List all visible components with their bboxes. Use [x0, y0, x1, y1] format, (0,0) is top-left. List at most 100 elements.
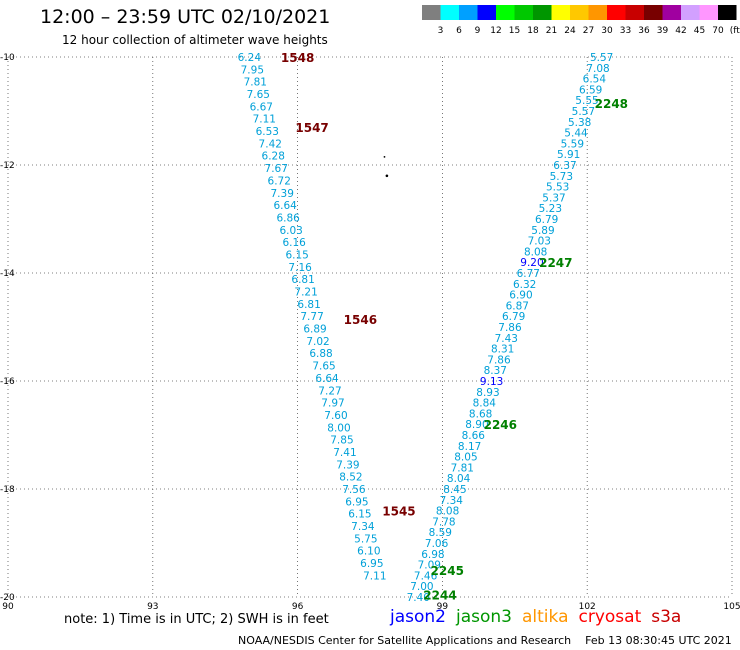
scale-label: 6 [456, 26, 462, 36]
swh-value-right-track: 8.93 [476, 387, 499, 399]
swh-value-right-track: 6.32 [513, 279, 536, 291]
x-tick-label: 99 [437, 602, 449, 610]
pass-time-label: 2244 [423, 588, 456, 602]
swh-value-left-track: 7.11 [363, 570, 386, 582]
swh-value-left-track: 7.65 [312, 361, 335, 373]
swh-value-right-track: 5.73 [550, 171, 573, 183]
y-tick-label: -16 [0, 377, 15, 387]
swh-value-left-track: 6.81 [291, 274, 314, 286]
swh-value-left-track: 6.89 [303, 324, 326, 336]
swh-value-left-track: 7.81 [244, 77, 267, 89]
swh-value-right-track: 8.84 [473, 398, 497, 410]
swh-value-right-track: 8.05 [454, 452, 477, 464]
scale-label: 42 [675, 26, 686, 36]
x-tick-label: 90 [2, 602, 14, 610]
scale-label: 70 [712, 26, 724, 36]
swh-value-right-track: 8.31 [491, 344, 514, 356]
legend-cryosat: cryosat [578, 607, 642, 627]
swh-value-left-track: 7.67 [265, 163, 288, 175]
swh-value-right-track: 7.03 [528, 236, 551, 248]
swh-value-left-track: 8.00 [327, 422, 350, 434]
swh-value-right-track: 5.89 [531, 225, 554, 237]
y-tick-label: -20 [0, 593, 15, 603]
swh-value-right-track: 7.08 [586, 63, 609, 75]
swh-value-left-track: 6.67 [250, 101, 273, 113]
swh-value-left-track: 7.41 [333, 447, 356, 459]
swh-value-left-track: 8.52 [339, 472, 362, 484]
scale-swatch [440, 5, 459, 20]
legend-jason3: jason3 [456, 607, 512, 627]
swh-value-right-track: 7.34 [440, 495, 464, 507]
swh-value-left-track: 7.95 [241, 64, 264, 76]
scale-swatch [551, 5, 570, 20]
scale-label: 18 [527, 26, 539, 36]
scale-swatch [681, 5, 700, 20]
swh-value-left-track: 6.15 [285, 249, 308, 261]
swh-value-right-track: 8.08 [436, 506, 459, 518]
x-tick-label: 102 [579, 602, 596, 610]
scale-swatch [588, 5, 607, 20]
scale-swatch [570, 5, 589, 20]
scale-label: 24 [564, 26, 576, 36]
footer-note: note: 1) Time is in UTC; 2) SWH is in fe… [64, 612, 329, 627]
swh-value-right-track: 7.78 [432, 516, 455, 528]
scale-label: 9 [475, 26, 481, 36]
pass-time-label: 2246 [484, 418, 517, 432]
credit-line: NOAA/NESDIS Center for Satellite Applica… [238, 634, 732, 647]
scale-label: 15 [509, 26, 520, 36]
y-tick-label: -14 [0, 269, 15, 279]
swh-value-left-track: 6.03 [279, 225, 302, 237]
swh-value-right-track: 5.53 [546, 182, 569, 194]
swh-value-right-track: 7.43 [495, 333, 518, 345]
satellite-legend: jason2 jason3 altika cryosat s3a [390, 607, 691, 627]
swh-value-right-track: 5.37 [542, 192, 565, 204]
scale-label: 36 [638, 26, 650, 36]
scale-swatch [718, 5, 737, 20]
swh-value-right-track: 6.79 [502, 311, 525, 323]
x-tick-label: 96 [292, 602, 304, 610]
pass-time-label: 2248 [595, 97, 628, 111]
pass-time-label: 1548 [281, 51, 314, 65]
scale-swatch [533, 5, 552, 20]
swh-value-right-track: 6.79 [535, 214, 558, 226]
legend-s3a: s3a [651, 607, 682, 627]
scale-swatch [459, 5, 478, 20]
swh-value-right-track: 5.91 [557, 149, 580, 161]
swh-value-right-track: 8.04 [447, 473, 471, 485]
pass-time-label: 2245 [431, 564, 464, 578]
swh-value-right-track: 7.86 [498, 322, 522, 334]
swh-value-left-track: 6.88 [309, 348, 332, 360]
swh-value-right-track: 8.17 [458, 441, 481, 453]
pass-time-label: 1545 [382, 505, 415, 519]
swh-value-right-track: 8.08 [524, 246, 547, 258]
scale-swatch [422, 5, 441, 20]
swh-value-left-track: 7.11 [253, 114, 276, 126]
swh-value-right-track: 5.23 [539, 203, 562, 215]
swh-value-right-track: 8.45 [443, 484, 466, 496]
swh-value-left-track: 7.16 [288, 262, 312, 274]
swh-value-right-track: 7.00 [410, 581, 433, 593]
swh-value-left-track: 6.81 [297, 299, 320, 311]
swh-value-left-track: 6.24 [238, 52, 262, 64]
swh-value-right-track: 8.66 [462, 430, 486, 442]
swh-value-right-track: 6.59 [579, 84, 602, 96]
swh-value-right-track: 8.59 [429, 527, 452, 539]
scale-swatch [699, 5, 718, 20]
y-tick-label: -12 [0, 161, 15, 171]
swh-value-right-track: 6.77 [517, 268, 540, 280]
swh-value-left-track: 6.53 [256, 126, 279, 138]
swh-value-left-track: 6.10 [357, 546, 380, 558]
legend-altika: altika [522, 607, 569, 627]
swh-value-right-track: 6.87 [506, 300, 529, 312]
swh-value-right-track: 5.59 [561, 138, 584, 150]
scale-label: (ft) [730, 26, 740, 36]
island-mark [383, 156, 386, 158]
swh-value-right-track: 6.90 [509, 290, 532, 302]
swh-value-right-track: 7.86 [487, 354, 511, 366]
swh-value-right-track: 8.68 [469, 408, 492, 420]
swh-value-left-track: 7.60 [324, 410, 347, 422]
swh-value-left-track: 6.95 [360, 558, 383, 570]
scale-swatch [607, 5, 626, 20]
swh-value-right-track: 5.57 [572, 106, 595, 118]
